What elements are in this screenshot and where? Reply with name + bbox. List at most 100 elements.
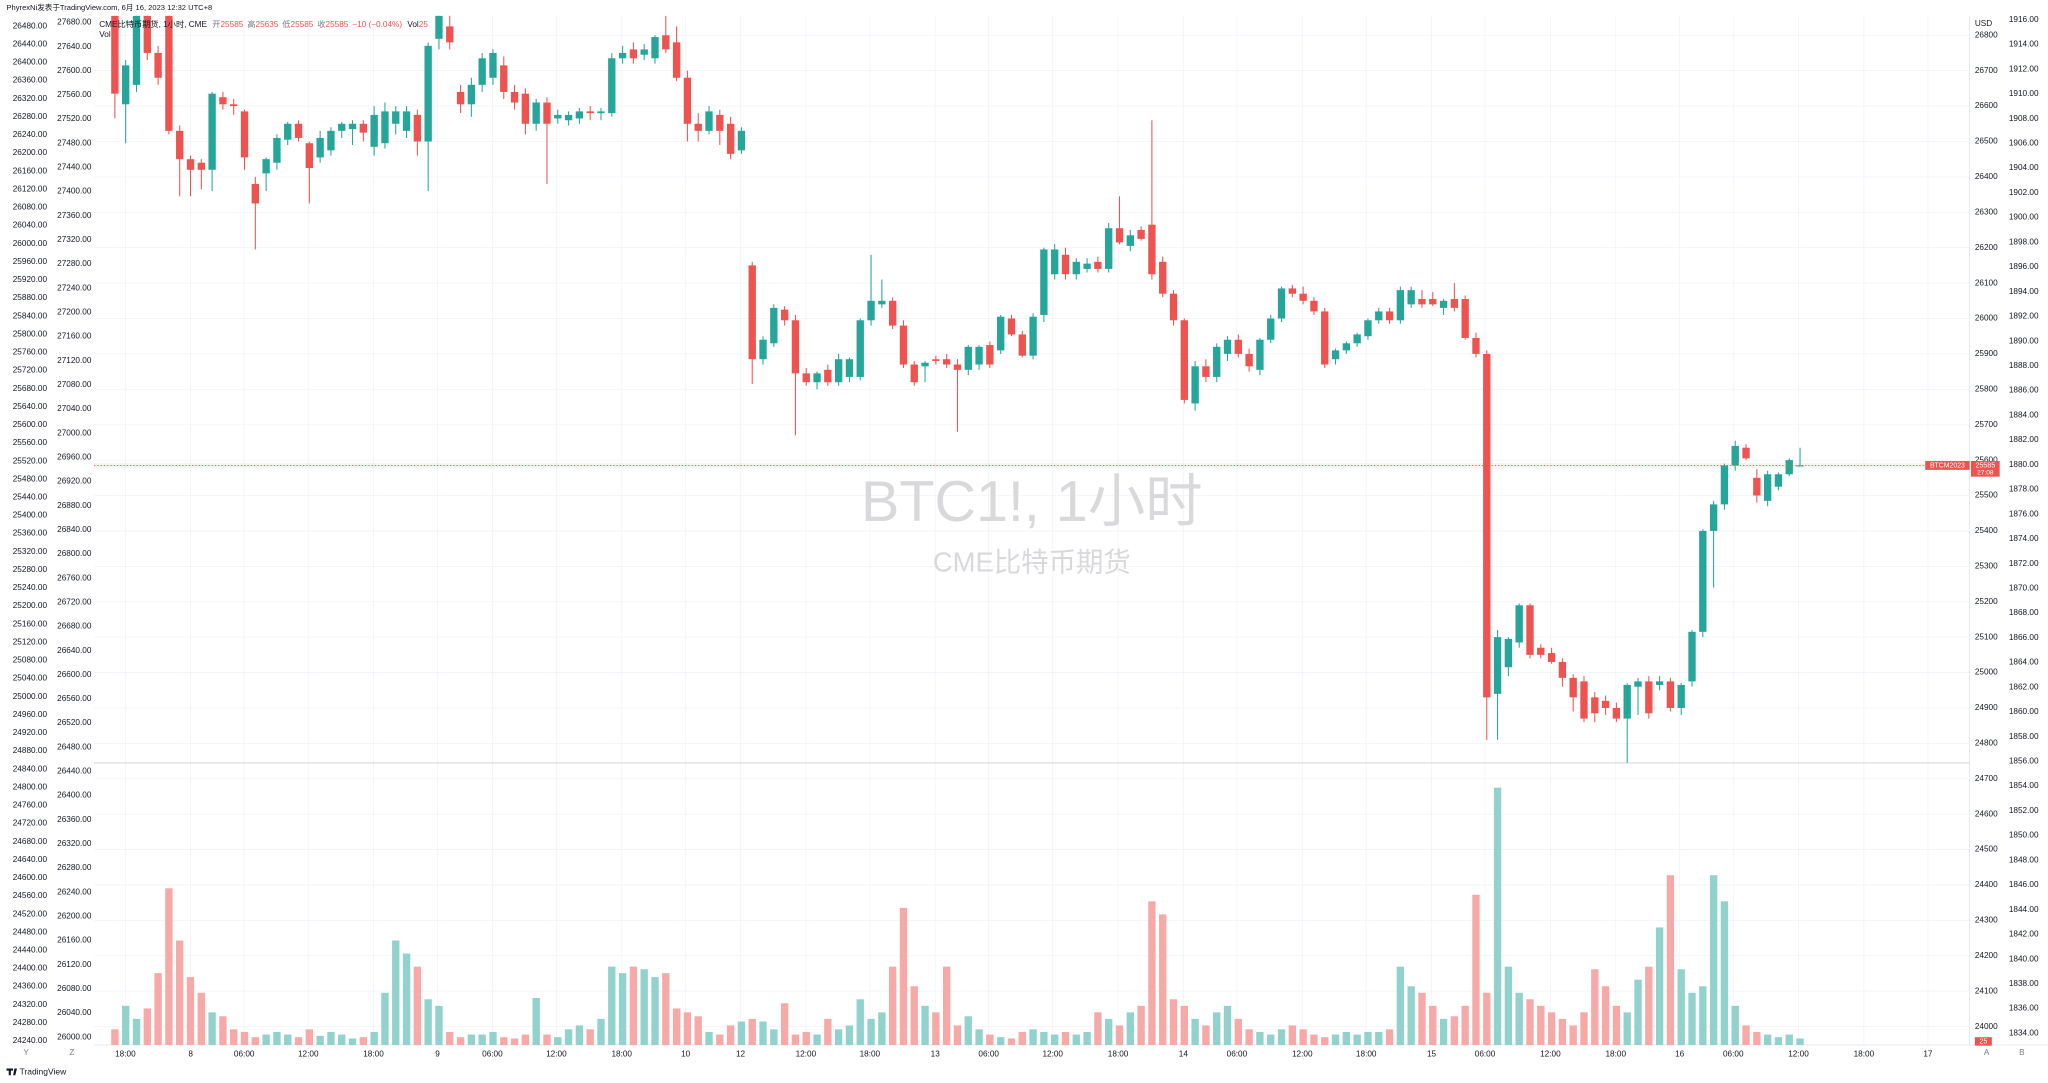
volume-tag-label: 25 xyxy=(1979,1037,1987,1045)
volume-bar xyxy=(122,1005,130,1046)
volume-bar xyxy=(1472,894,1480,1046)
axis-tick-label: 26040.00 xyxy=(13,221,48,230)
volume-bar xyxy=(435,1005,443,1046)
y-tick-label: 25500 xyxy=(1975,491,1998,500)
candle-body xyxy=(456,91,465,105)
candle-body xyxy=(543,102,551,124)
y-tick-label: 24300 xyxy=(1975,916,1998,925)
volume-bar xyxy=(554,1037,562,1046)
axis-tick-label: 27400.00 xyxy=(57,187,92,196)
axis-tick-label: 25920.00 xyxy=(13,275,48,284)
candle-body xyxy=(251,183,259,204)
volume-bar xyxy=(1094,1012,1102,1046)
volume-bar xyxy=(348,1038,357,1046)
volume-bar xyxy=(208,1012,216,1046)
candle-body xyxy=(791,320,800,374)
y-tick-label: 26300 xyxy=(1975,207,1998,216)
price-tag-box xyxy=(1970,460,2000,477)
x-tick-label: 18:00 xyxy=(363,1049,384,1058)
candle-body xyxy=(888,300,897,326)
candle-body xyxy=(780,309,789,321)
axis-tick-label: 27640.00 xyxy=(57,42,92,51)
axis-tick-label: 27120.00 xyxy=(57,356,92,365)
candle-body xyxy=(726,123,735,154)
candle-body xyxy=(478,58,486,85)
volume-bar xyxy=(802,1031,810,1046)
volume-bar xyxy=(510,1038,519,1046)
candle-body xyxy=(1645,681,1653,714)
volume-bar xyxy=(305,1029,314,1046)
volume-bar xyxy=(532,997,540,1046)
volume-bar xyxy=(327,1031,335,1046)
candle-body xyxy=(1493,637,1502,694)
volume-bar xyxy=(338,1034,346,1046)
volume-bar xyxy=(791,1034,800,1046)
legend-open-label: 开 xyxy=(212,20,220,29)
volume-bar xyxy=(672,1008,681,1046)
candle-body xyxy=(1115,228,1124,243)
currency: USD xyxy=(1975,19,1992,28)
candle-body xyxy=(867,300,875,321)
volume-bar xyxy=(1515,992,1523,1046)
axis-tick-label: 26320.00 xyxy=(57,839,92,848)
volume-bar xyxy=(197,992,205,1046)
axis-tick-label: 24320.00 xyxy=(13,1000,48,1009)
axis-tick-label: 26280.00 xyxy=(57,863,92,872)
candle-body xyxy=(1515,605,1523,643)
corner-label: B xyxy=(2019,1048,2025,1057)
legend-volume: 25 xyxy=(419,20,429,29)
candle-body xyxy=(1677,684,1685,708)
axis-tick-label: 1890.00 xyxy=(2009,336,2039,345)
candle-body xyxy=(1321,311,1329,365)
axis-tick-label: 1848.00 xyxy=(2009,855,2039,864)
candle-body xyxy=(381,111,389,144)
volume-bar xyxy=(1796,1038,1804,1046)
volume-bar xyxy=(1256,1031,1264,1046)
axis-tick-label: 26400.00 xyxy=(57,791,92,800)
axis-tick-label: 27440.00 xyxy=(57,163,92,172)
x-tick-label: 13 xyxy=(931,1049,941,1058)
candle-body xyxy=(1213,346,1221,377)
axis-tick-label: 1842.00 xyxy=(2009,930,2039,939)
axis-tick-label: 1888.00 xyxy=(2009,361,2039,370)
axis-tick-label: 1874.00 xyxy=(2009,534,2039,543)
axis-tick-label: 24560.00 xyxy=(13,891,48,900)
axis-tick-label: 26680.00 xyxy=(57,622,92,631)
candle-body xyxy=(1623,684,1631,719)
candle-body xyxy=(122,65,130,105)
volume-bar xyxy=(1375,1031,1383,1046)
axis-tick-label: 26400.00 xyxy=(13,58,48,67)
axis-tick-label: 25640.00 xyxy=(13,402,48,411)
candle-body xyxy=(964,346,972,370)
candle-body xyxy=(932,359,940,361)
volume-bar xyxy=(1148,901,1156,1046)
candle-body xyxy=(1018,334,1026,356)
candle-body xyxy=(1364,320,1372,337)
volume-bar xyxy=(953,1025,962,1046)
volume-bar xyxy=(1407,986,1415,1046)
axis-tick-label: 25360.00 xyxy=(13,529,48,538)
candle-body xyxy=(737,130,746,151)
y-tick-label: 24900 xyxy=(1975,703,1998,712)
axis-tick-label: 1850.00 xyxy=(2009,831,2039,840)
x-tick-label: 9 xyxy=(435,1049,440,1058)
axis-tick-label: 27560.00 xyxy=(57,90,92,99)
candle-body xyxy=(1223,339,1232,354)
candle-body xyxy=(1569,677,1577,698)
axis-tick-label: 1840.00 xyxy=(2009,954,2039,963)
candle-body xyxy=(208,93,216,170)
axis-tick-label: 24800.00 xyxy=(13,782,48,791)
axis-tick-label: 1892.00 xyxy=(2009,312,2039,321)
candle-body xyxy=(1537,647,1545,655)
volume-bar xyxy=(1180,1005,1188,1046)
x-tick-label: 18:00 xyxy=(115,1049,136,1058)
axis-tick-label: 25040.00 xyxy=(13,674,48,683)
candle-body xyxy=(284,123,292,140)
axis-tick-label: 1884.00 xyxy=(2009,410,2039,419)
volume-bar xyxy=(240,1031,249,1046)
axis-tick-label: 1836.00 xyxy=(2009,1004,2039,1013)
y-tick-label: 24200 xyxy=(1975,951,1998,960)
candle-body xyxy=(845,359,854,377)
